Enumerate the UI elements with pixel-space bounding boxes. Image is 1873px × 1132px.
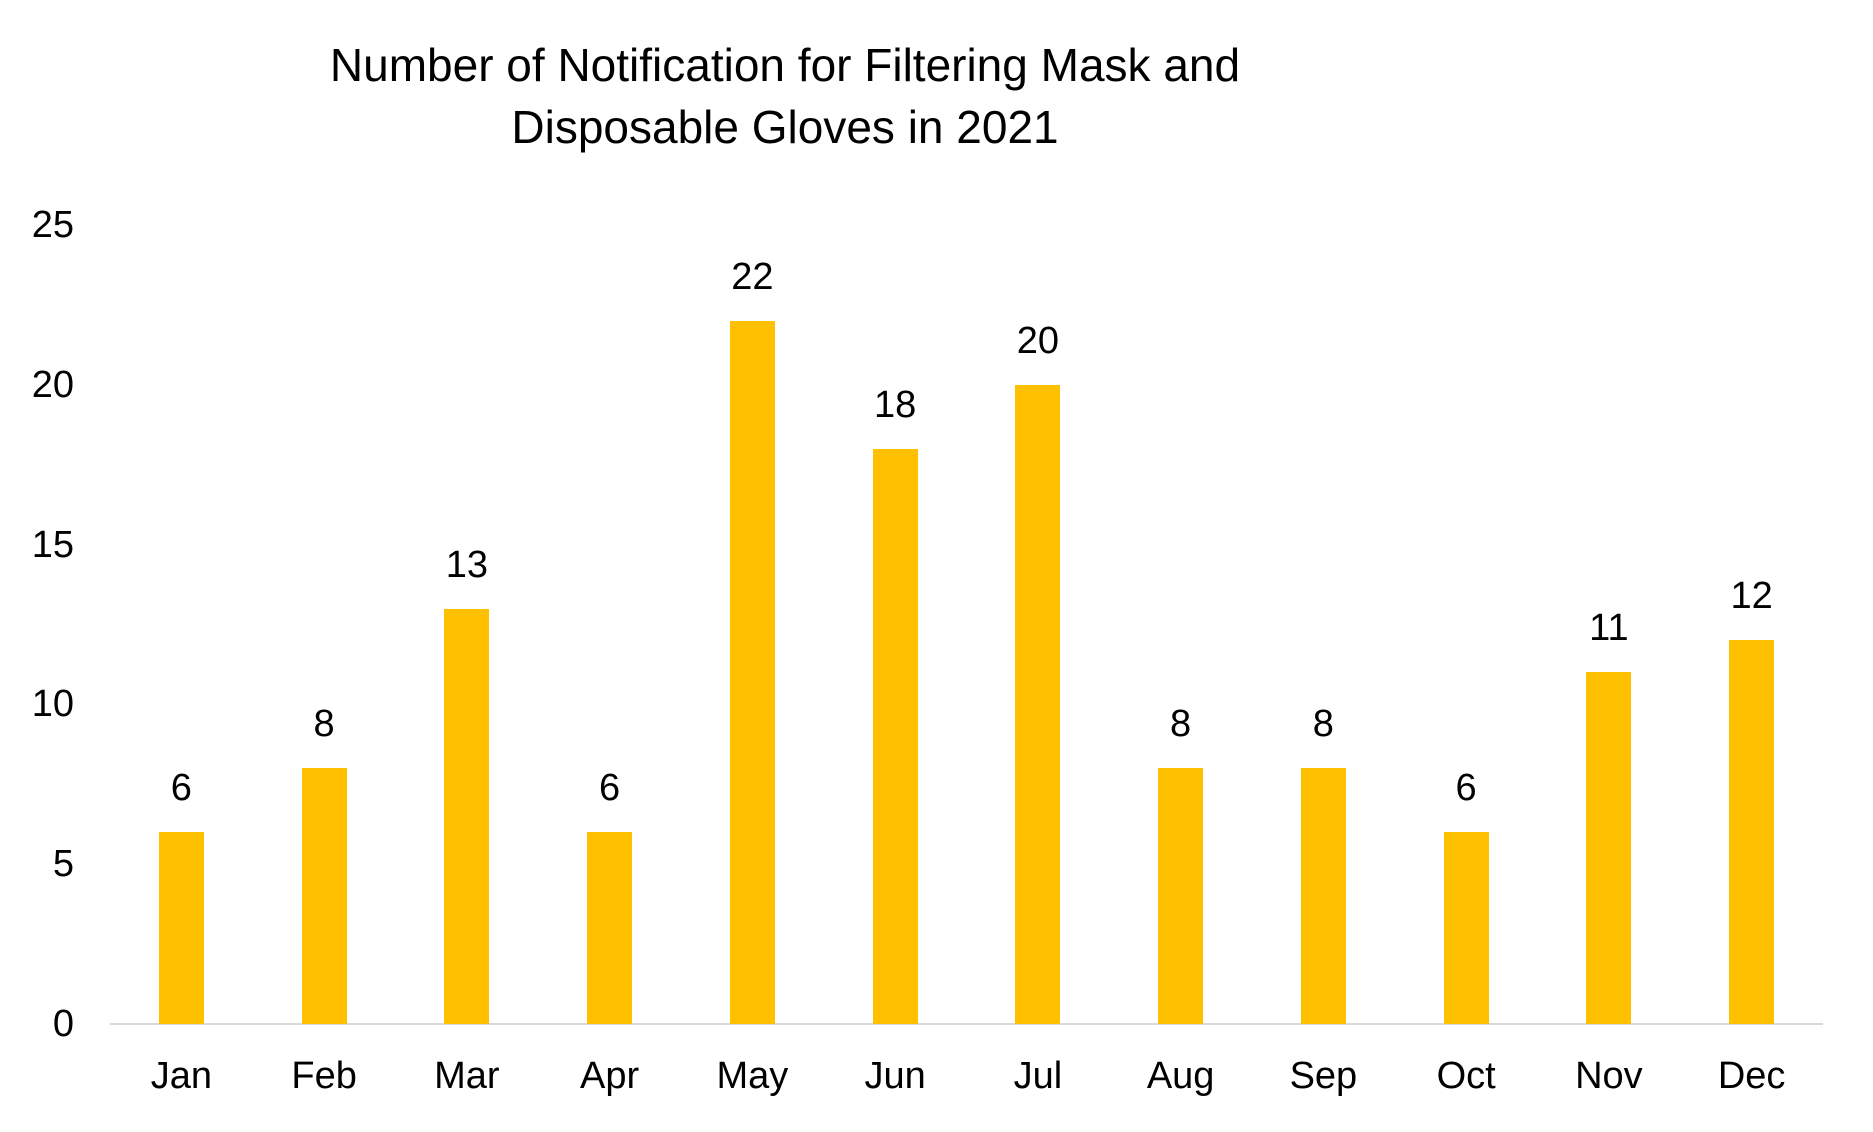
bar-value-label: 8 bbox=[1170, 703, 1192, 746]
x-tick-label: Aug bbox=[1146, 1055, 1215, 1097]
y-tick-label: 20 bbox=[31, 363, 74, 406]
x-tick-label: Jun bbox=[864, 1055, 926, 1097]
bar-value-label: 8 bbox=[313, 703, 335, 746]
bar-value-label: 6 bbox=[599, 767, 621, 810]
y-tick-label: 25 bbox=[31, 204, 74, 246]
x-tick-label: Sep bbox=[1289, 1055, 1358, 1097]
x-tick-label: Mar bbox=[434, 1055, 500, 1097]
x-tick-label: Jan bbox=[150, 1055, 213, 1097]
bar-value-label: 8 bbox=[1312, 703, 1334, 746]
bar bbox=[1443, 832, 1489, 1024]
bar-value-label: 12 bbox=[1730, 575, 1773, 618]
y-tick-label: 10 bbox=[31, 683, 74, 726]
bar bbox=[1158, 768, 1204, 1024]
x-tick-label: Feb bbox=[291, 1055, 357, 1097]
x-tick-label: Nov bbox=[1575, 1055, 1643, 1097]
chart-title-line-1: Number of Notification for Filtering Mas… bbox=[329, 39, 1241, 91]
bar bbox=[872, 448, 918, 1024]
bar bbox=[1729, 640, 1775, 1024]
chart-title-line-2: Disposable Gloves in 2021 bbox=[511, 101, 1059, 153]
bar-value-label: 6 bbox=[1455, 767, 1477, 810]
x-tick-label: Dec bbox=[1717, 1055, 1786, 1097]
bar bbox=[587, 832, 633, 1024]
x-axis-line bbox=[110, 1023, 1823, 1025]
chart-title: Number of Notification for Filtering Mas… bbox=[0, 34, 1570, 158]
bar-value-label: 18 bbox=[873, 383, 917, 426]
x-tick-label: Apr bbox=[580, 1055, 640, 1097]
bar bbox=[301, 768, 347, 1024]
y-tick-label: 5 bbox=[52, 843, 74, 886]
y-tick-label: 15 bbox=[31, 523, 74, 566]
bar-value-label: 13 bbox=[445, 543, 489, 586]
bar bbox=[158, 832, 204, 1024]
bar-value-label: 20 bbox=[1016, 319, 1060, 362]
bar bbox=[1015, 384, 1061, 1024]
bar bbox=[729, 320, 775, 1024]
bar bbox=[1300, 768, 1346, 1024]
bar-value-label: 11 bbox=[1589, 607, 1629, 650]
y-tick-label: 0 bbox=[52, 1003, 74, 1045]
bar bbox=[444, 608, 490, 1024]
x-tick-label: Jul bbox=[1013, 1055, 1063, 1097]
x-tick-label: May bbox=[716, 1055, 789, 1097]
bar bbox=[1586, 672, 1632, 1024]
x-tick-label: Oct bbox=[1436, 1055, 1496, 1097]
bar-value-label: 22 bbox=[731, 255, 774, 298]
bar-value-label: 6 bbox=[170, 767, 192, 810]
